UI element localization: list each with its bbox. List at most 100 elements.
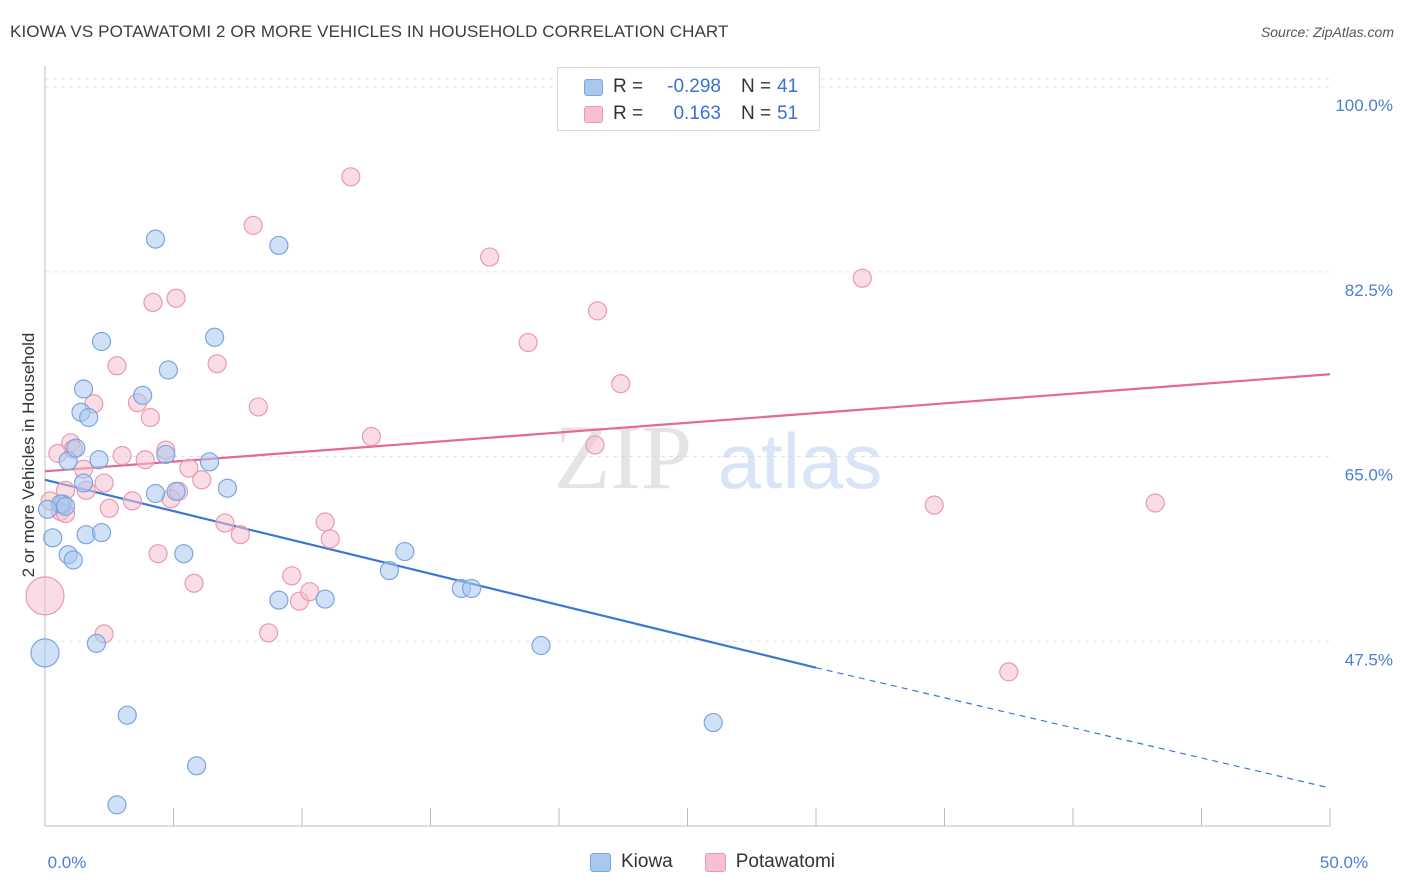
potawatomi-point bbox=[248, 397, 268, 417]
kiowa-point bbox=[79, 407, 99, 428]
kiowa-point bbox=[89, 450, 109, 470]
potawatomi-point bbox=[25, 576, 65, 616]
kiowa-point bbox=[37, 499, 58, 519]
legend-r-label: R = bbox=[613, 76, 644, 97]
potawatomi-point bbox=[112, 445, 132, 466]
potawatomi-legend-swatch bbox=[704, 852, 726, 872]
potawatomi-trend-line bbox=[44, 373, 1331, 473]
potawatomi-point bbox=[140, 407, 160, 428]
legend-row-kiowa: R = -0.298 N = 41 bbox=[584, 75, 798, 99]
legend-item-potawatomi: Potawatomi bbox=[704, 851, 836, 873]
potawatomi-point bbox=[258, 623, 279, 643]
x-tick-label: 50.0% bbox=[1320, 853, 1368, 872]
potawatomi-point bbox=[215, 513, 235, 533]
kiowa-point bbox=[63, 550, 83, 570]
potawatomi-point bbox=[320, 529, 340, 549]
potawatomi-point bbox=[207, 354, 227, 374]
kiowa-point bbox=[133, 385, 153, 405]
kiowa-point bbox=[462, 578, 482, 599]
kiowa-point bbox=[107, 795, 127, 815]
x-tick-label: 0.0% bbox=[48, 853, 87, 872]
kiowa-point bbox=[379, 560, 399, 581]
legend-n-value-kiowa: 41 bbox=[777, 76, 799, 97]
kiowa-point bbox=[703, 712, 723, 733]
legend-r-value-kiowa: -0.298 bbox=[667, 76, 721, 97]
kiowa-point bbox=[269, 590, 289, 610]
potawatomi-point bbox=[300, 582, 320, 602]
kiowa-point bbox=[145, 483, 166, 504]
kiowa-point bbox=[158, 360, 178, 380]
legend-n-label: N = bbox=[741, 103, 772, 124]
kiowa-point bbox=[531, 635, 551, 656]
kiowa-point bbox=[30, 638, 60, 668]
potawatomi-point bbox=[1145, 493, 1165, 513]
potawatomi-point bbox=[94, 473, 114, 493]
watermark-zip: ZIP bbox=[554, 406, 692, 508]
kiowa-point bbox=[43, 528, 63, 548]
potawatomi-point bbox=[99, 498, 119, 518]
axes bbox=[44, 66, 1331, 827]
kiowa-trend-line bbox=[44, 478, 817, 669]
gridlines bbox=[45, 78, 1330, 642]
legend-item-kiowa: Kiowa bbox=[590, 851, 673, 873]
kiowa-point bbox=[166, 481, 186, 501]
potawatomi-point bbox=[999, 662, 1019, 682]
legend-label-potawatomi: Potawatomi bbox=[735, 851, 836, 872]
potawatomi-point bbox=[518, 332, 538, 353]
data-points bbox=[25, 167, 1165, 815]
stats-legend: R = -0.298 N = 41 R = 0.163 N = 51 bbox=[557, 67, 820, 131]
legend-label-kiowa: Kiowa bbox=[621, 851, 673, 872]
kiowa-point bbox=[315, 589, 335, 609]
y-tick-label: 82.5% bbox=[1345, 281, 1393, 300]
legend-n-label: N = bbox=[741, 76, 772, 97]
y-axis-label: 2 or more Vehicles in Household bbox=[19, 333, 38, 578]
potawatomi-point bbox=[192, 470, 212, 490]
kiowa-point bbox=[156, 444, 176, 465]
potawatomi-swatch bbox=[584, 105, 603, 123]
potawatomi-point bbox=[135, 450, 155, 470]
potawatomi-point bbox=[361, 426, 381, 447]
y-tick-label: 100.0% bbox=[1335, 96, 1393, 115]
kiowa-point bbox=[395, 541, 415, 562]
potawatomi-point bbox=[143, 292, 163, 313]
y-tick-label: 65.0% bbox=[1345, 466, 1393, 485]
kiowa-point bbox=[199, 452, 220, 472]
kiowa-point bbox=[55, 496, 76, 516]
legend-n-value-potawatomi: 51 bbox=[777, 103, 799, 124]
chart-source: Source: ZipAtlas.com bbox=[1260, 24, 1394, 40]
potawatomi-point bbox=[480, 247, 500, 267]
potawatomi-point bbox=[230, 525, 250, 545]
chart-title: KIOWA VS POTAWATOMI 2 OR MORE VEHICLES I… bbox=[10, 22, 729, 41]
potawatomi-point bbox=[107, 356, 127, 376]
potawatomi-point bbox=[611, 374, 631, 394]
kiowa-point bbox=[73, 473, 94, 493]
potawatomi-point bbox=[587, 301, 608, 321]
potawatomi-point bbox=[122, 491, 142, 511]
legend-r-label: R = bbox=[613, 103, 644, 124]
kiowa-point bbox=[91, 331, 112, 352]
kiowa-point bbox=[217, 478, 238, 498]
potawatomi-point bbox=[585, 435, 605, 455]
kiowa-point bbox=[145, 229, 166, 249]
kiowa-point bbox=[174, 544, 194, 564]
kiowa-point bbox=[187, 756, 207, 776]
kiowa-point bbox=[66, 438, 86, 458]
trend-lines bbox=[44, 373, 1331, 789]
watermark: ZIP atlas bbox=[554, 406, 882, 508]
potawatomi-point bbox=[179, 458, 199, 478]
kiowa-point bbox=[91, 522, 112, 543]
kiowa-legend-swatch bbox=[590, 852, 611, 872]
kiowa-swatch bbox=[584, 78, 603, 96]
potawatomi-point bbox=[282, 566, 302, 586]
series-legend: Kiowa Potawatomi bbox=[590, 851, 867, 873]
y-tick-label: 47.5% bbox=[1345, 650, 1393, 669]
potawatomi-point bbox=[315, 512, 335, 532]
kiowa-trend-extension bbox=[815, 667, 1331, 789]
kiowa-point bbox=[73, 379, 94, 399]
potawatomi-point bbox=[166, 288, 186, 308]
legend-row-potawatomi: R = 0.163 N = 51 bbox=[584, 102, 798, 126]
kiowa-point bbox=[117, 705, 137, 725]
kiowa-point bbox=[86, 633, 107, 653]
potawatomi-point bbox=[852, 268, 872, 288]
